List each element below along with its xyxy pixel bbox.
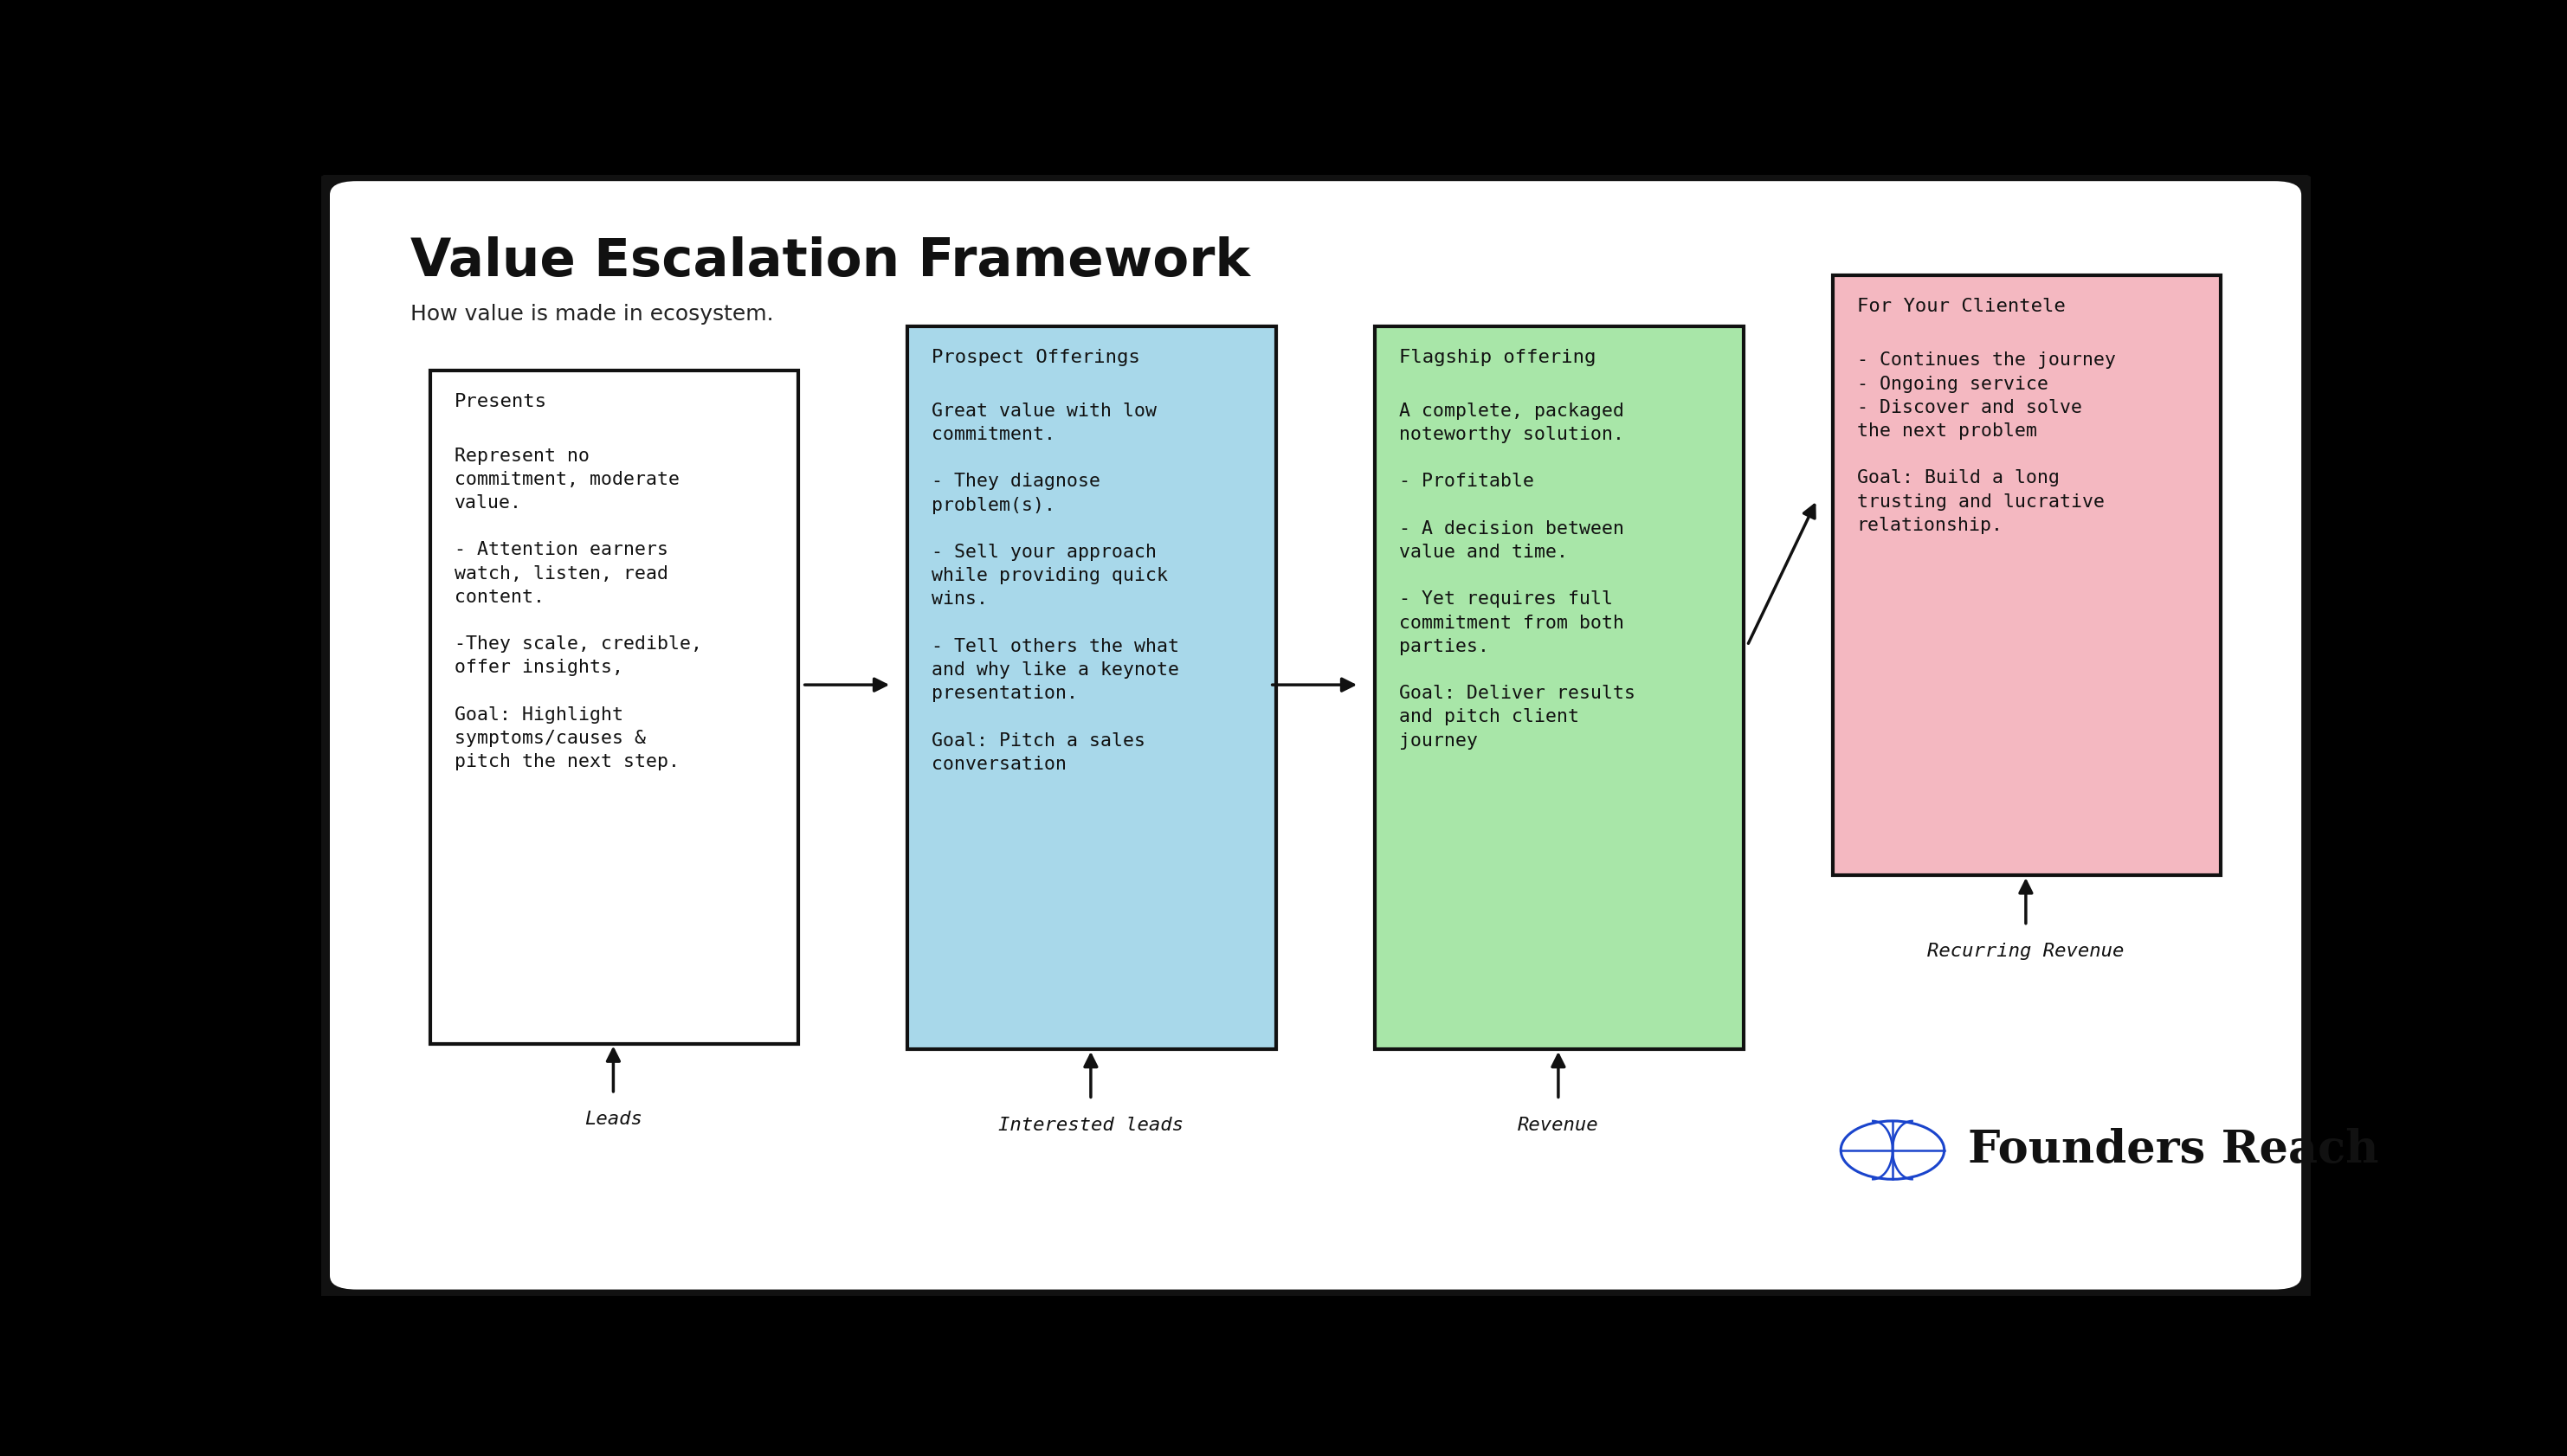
FancyBboxPatch shape xyxy=(1376,326,1743,1050)
Text: Flagship offering: Flagship offering xyxy=(1399,348,1597,365)
Text: - Continues the journey
- Ongoing service
- Discover and solve
the next problem
: - Continues the journey - Ongoing servic… xyxy=(1856,352,2115,534)
Text: A complete, packaged
noteworthy solution.

- Profitable

- A decision between
va: A complete, packaged noteworthy solution… xyxy=(1399,402,1635,750)
Text: Represent no
commitment, moderate
value.

- Attention earners
watch, listen, rea: Represent no commitment, moderate value.… xyxy=(454,447,701,770)
Text: Value Escalation Framework: Value Escalation Framework xyxy=(411,236,1250,287)
Text: Revenue: Revenue xyxy=(1517,1117,1599,1134)
FancyBboxPatch shape xyxy=(1833,275,2220,875)
FancyBboxPatch shape xyxy=(316,172,2315,1302)
Text: Great value with low
commitment.

- They diagnose
problem(s).

- Sell your appro: Great value with low commitment. - They … xyxy=(932,402,1178,773)
FancyBboxPatch shape xyxy=(326,178,2305,1293)
Text: Prospect Offerings: Prospect Offerings xyxy=(932,348,1140,365)
Text: For Your Clientele: For Your Clientele xyxy=(1856,298,2064,316)
Text: Founders Reach: Founders Reach xyxy=(1969,1128,2380,1172)
FancyBboxPatch shape xyxy=(431,371,798,1044)
Text: Interested leads: Interested leads xyxy=(999,1117,1183,1134)
Text: Presents: Presents xyxy=(454,393,547,411)
FancyBboxPatch shape xyxy=(909,326,1276,1050)
Text: How value is made in ecosystem.: How value is made in ecosystem. xyxy=(411,304,773,325)
Text: Leads: Leads xyxy=(585,1111,642,1128)
Text: Recurring Revenue: Recurring Revenue xyxy=(1928,942,2125,960)
